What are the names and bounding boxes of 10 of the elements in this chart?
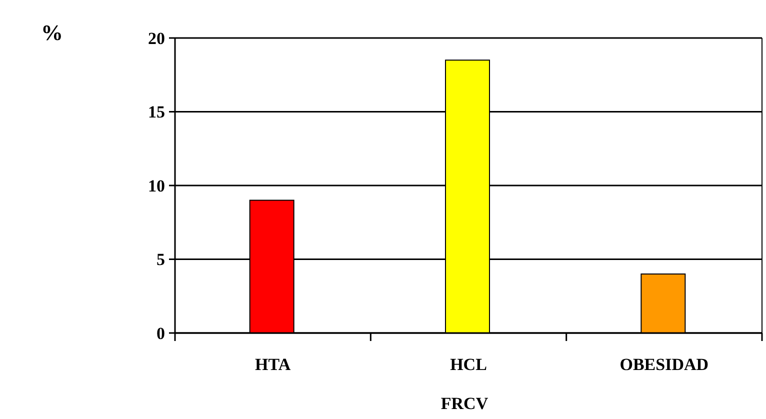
y-axis-title: % [41,20,63,45]
x-tick-label: HCL [450,355,487,374]
x-tick-label: HTA [255,355,292,374]
y-tick-label: 15 [148,102,165,122]
x-tick-label: OBESIDAD [620,355,709,374]
y-tick-label: 5 [156,250,165,270]
x-axis-title: FRCV [440,394,489,413]
y-tick-label: 20 [148,28,165,48]
y-tick-label: 10 [148,176,165,196]
y-tick-label: 0 [156,324,165,343]
